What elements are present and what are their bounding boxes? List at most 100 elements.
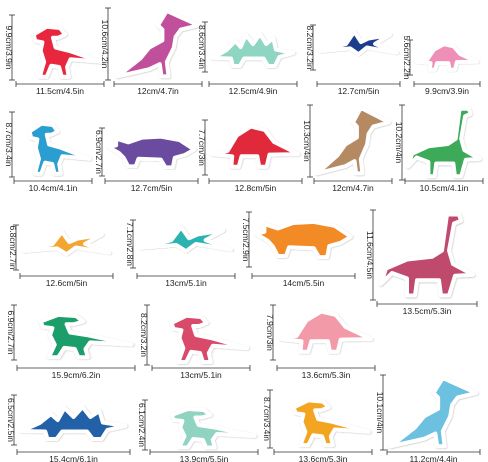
height-label: 6.5cm/2.5in	[6, 398, 16, 442]
height-label: 7.7cm/3in	[197, 129, 207, 166]
dinosaur-item: 15.4cm/6.1in 6.5cm/2.5in	[6, 394, 131, 462]
height-label: 6.9cm/2.7in	[6, 311, 16, 355]
dinosaur-item: 9.9cm/3.9in 5.6cm/2.2in	[402, 36, 481, 96]
width-label: 12.6cm/5in	[46, 278, 88, 288]
dinosaur-item: 13.6cm/5.3in 8.7cm/3.4in	[262, 389, 373, 462]
width-label: 10.4cm/4.1in	[29, 183, 78, 193]
height-label: 6.8cm/2.7in	[8, 226, 18, 270]
width-label: 13.6cm/5.3in	[302, 370, 351, 380]
dinosaur-item: 10.4cm/4.1in 8.7cm/3.4in	[4, 111, 93, 193]
height-label: 11.6cm/4.5in	[365, 231, 375, 279]
dinosaur	[381, 215, 473, 296]
dinosaur	[22, 407, 126, 439]
dinosaur-item: 11.5cm/4.5in 9.9cm/3.9in	[4, 14, 105, 96]
dinosaur-shape	[417, 44, 478, 70]
dinosaur	[118, 11, 199, 77]
dinosaur	[41, 315, 132, 357]
dinosaur	[417, 44, 478, 70]
dinosaur-shape	[281, 312, 371, 352]
dinosaur	[172, 409, 255, 448]
width-label: 14cm/5.5in	[283, 278, 325, 288]
dinosaur-shape	[41, 315, 132, 357]
width-label: 12.7cm/5in	[131, 183, 173, 193]
height-label: 8.2cm/3.2in	[305, 26, 315, 70]
dinosaur-shape	[118, 11, 199, 77]
dinosaur-item: 13.9cm/5.5in 6.1cm/2.4in	[137, 399, 259, 462]
width-label: 15.9cm/6.2in	[52, 370, 101, 380]
dinosaur	[213, 34, 294, 66]
dinosaur-item: 12.8cm/5in 7.7cm/3in	[197, 119, 303, 193]
dinosaur-shape	[213, 127, 299, 167]
width-label: 11.5cm/4.5in	[36, 86, 84, 96]
dinosaur-shape	[141, 227, 231, 251]
dinosaur-item: 13.5cm/5.3in 11.6cm/4.5in	[365, 209, 478, 316]
height-label: 8.6cm/3.4in	[197, 25, 207, 69]
dinosaur	[408, 109, 480, 177]
width-label: 12.7cm/5in	[338, 86, 380, 96]
height-label: 8.7cm/3.4in	[4, 123, 14, 167]
dinosaur	[141, 227, 231, 251]
dinosaur-shape	[256, 222, 351, 257]
width-label: 12.8cm/5in	[235, 183, 277, 193]
width-label: 9.9cm/3.9in	[425, 86, 469, 96]
dinosaur-item: 13.6cm/5.3in 7.9cm/3in	[265, 304, 376, 380]
dinosaur-shape	[24, 232, 110, 255]
dinosaur	[320, 32, 396, 55]
dinosaur-shape	[172, 409, 255, 448]
width-label: 10.5cm/4.1in	[420, 183, 469, 193]
dinosaur	[317, 108, 389, 174]
height-label: 8.7cm/3.4in	[262, 397, 272, 441]
width-label: 13.5cm/5.3in	[403, 306, 452, 316]
dinosaur-item: 14cm/5.5in 7.5cm/2.9in	[241, 211, 356, 288]
dinosaur-item: 13cm/5.1in 7.1cm/2.8in	[125, 219, 236, 288]
height-label: 7.9cm/3in	[265, 314, 275, 351]
dinosaur-item: 13cm/5.1in 8.2cm/3.2in	[139, 304, 251, 380]
height-label: 6.9cm/2.7in	[94, 130, 104, 174]
dinosaur-item: 12.7cm/5in 6.9cm/2.7in	[94, 127, 199, 193]
width-label: 13cm/5.1in	[180, 370, 222, 380]
height-label: 10.1cm/4in	[375, 392, 385, 434]
dinosaur	[281, 312, 371, 352]
dinosaur	[294, 400, 369, 445]
dinosaur	[34, 27, 102, 77]
dinosaur	[391, 378, 477, 446]
dinosaur	[30, 124, 90, 174]
width-label: 12cm/4.7in	[137, 86, 179, 96]
dinosaur-shape	[22, 407, 126, 439]
dinosaur-item: 12.7cm/5in 8.2cm/3.2in	[305, 24, 401, 96]
dinosaur-item: 12cm/4.7in 10.6cm/4.2in	[100, 7, 203, 96]
dinosaur-shape	[30, 124, 90, 174]
width-label: 13.6cm/5.3in	[299, 454, 348, 462]
width-label: 11.2cm/4.4in	[409, 454, 457, 462]
height-label: 10.6cm/4.2in	[100, 20, 110, 69]
height-label: 7.5cm/2.9in	[241, 218, 251, 262]
width-label: 15.4cm/6.1in	[49, 454, 98, 462]
dinosaur-item: 12.6cm/5in 6.8cm/2.7in	[8, 224, 114, 288]
dinosaur	[256, 222, 351, 257]
dinosaur-shape	[172, 316, 247, 362]
dinosaur-shape	[320, 32, 396, 55]
dinosaur	[109, 137, 195, 168]
height-label: 10.2cm/4in	[394, 122, 404, 164]
height-label: 7.1cm/2.8in	[125, 222, 135, 266]
dinosaur-shape	[317, 108, 389, 174]
dinosaur-item: 12cm/4.7in 10.3cm/4in	[302, 104, 393, 193]
height-label: 5.6cm/2.2in	[402, 36, 412, 80]
dinosaur-item: 11.2cm/4.4in 10.1cm/4in	[375, 374, 481, 462]
dinosaur-shape	[391, 378, 477, 446]
width-label: 13cm/5.1in	[165, 278, 207, 288]
dinosaur-shape	[109, 137, 195, 168]
height-label: 9.9cm/3.9in	[4, 26, 14, 70]
dinosaur-shape	[213, 34, 294, 66]
dinosaur-shape	[381, 215, 473, 296]
width-label: 13.9cm/5.5in	[180, 454, 229, 462]
height-label: 6.1cm/2.4in	[137, 403, 147, 447]
dinosaur	[172, 316, 247, 362]
dinosaur-item: 15.9cm/6.2in 6.9cm/2.7in	[6, 304, 136, 380]
dinosaur	[213, 127, 299, 167]
dinosaur	[24, 232, 110, 255]
height-label: 10.3cm/4in	[302, 120, 312, 162]
dinosaur-shape	[294, 400, 369, 445]
dinosaur-shape	[408, 109, 480, 177]
